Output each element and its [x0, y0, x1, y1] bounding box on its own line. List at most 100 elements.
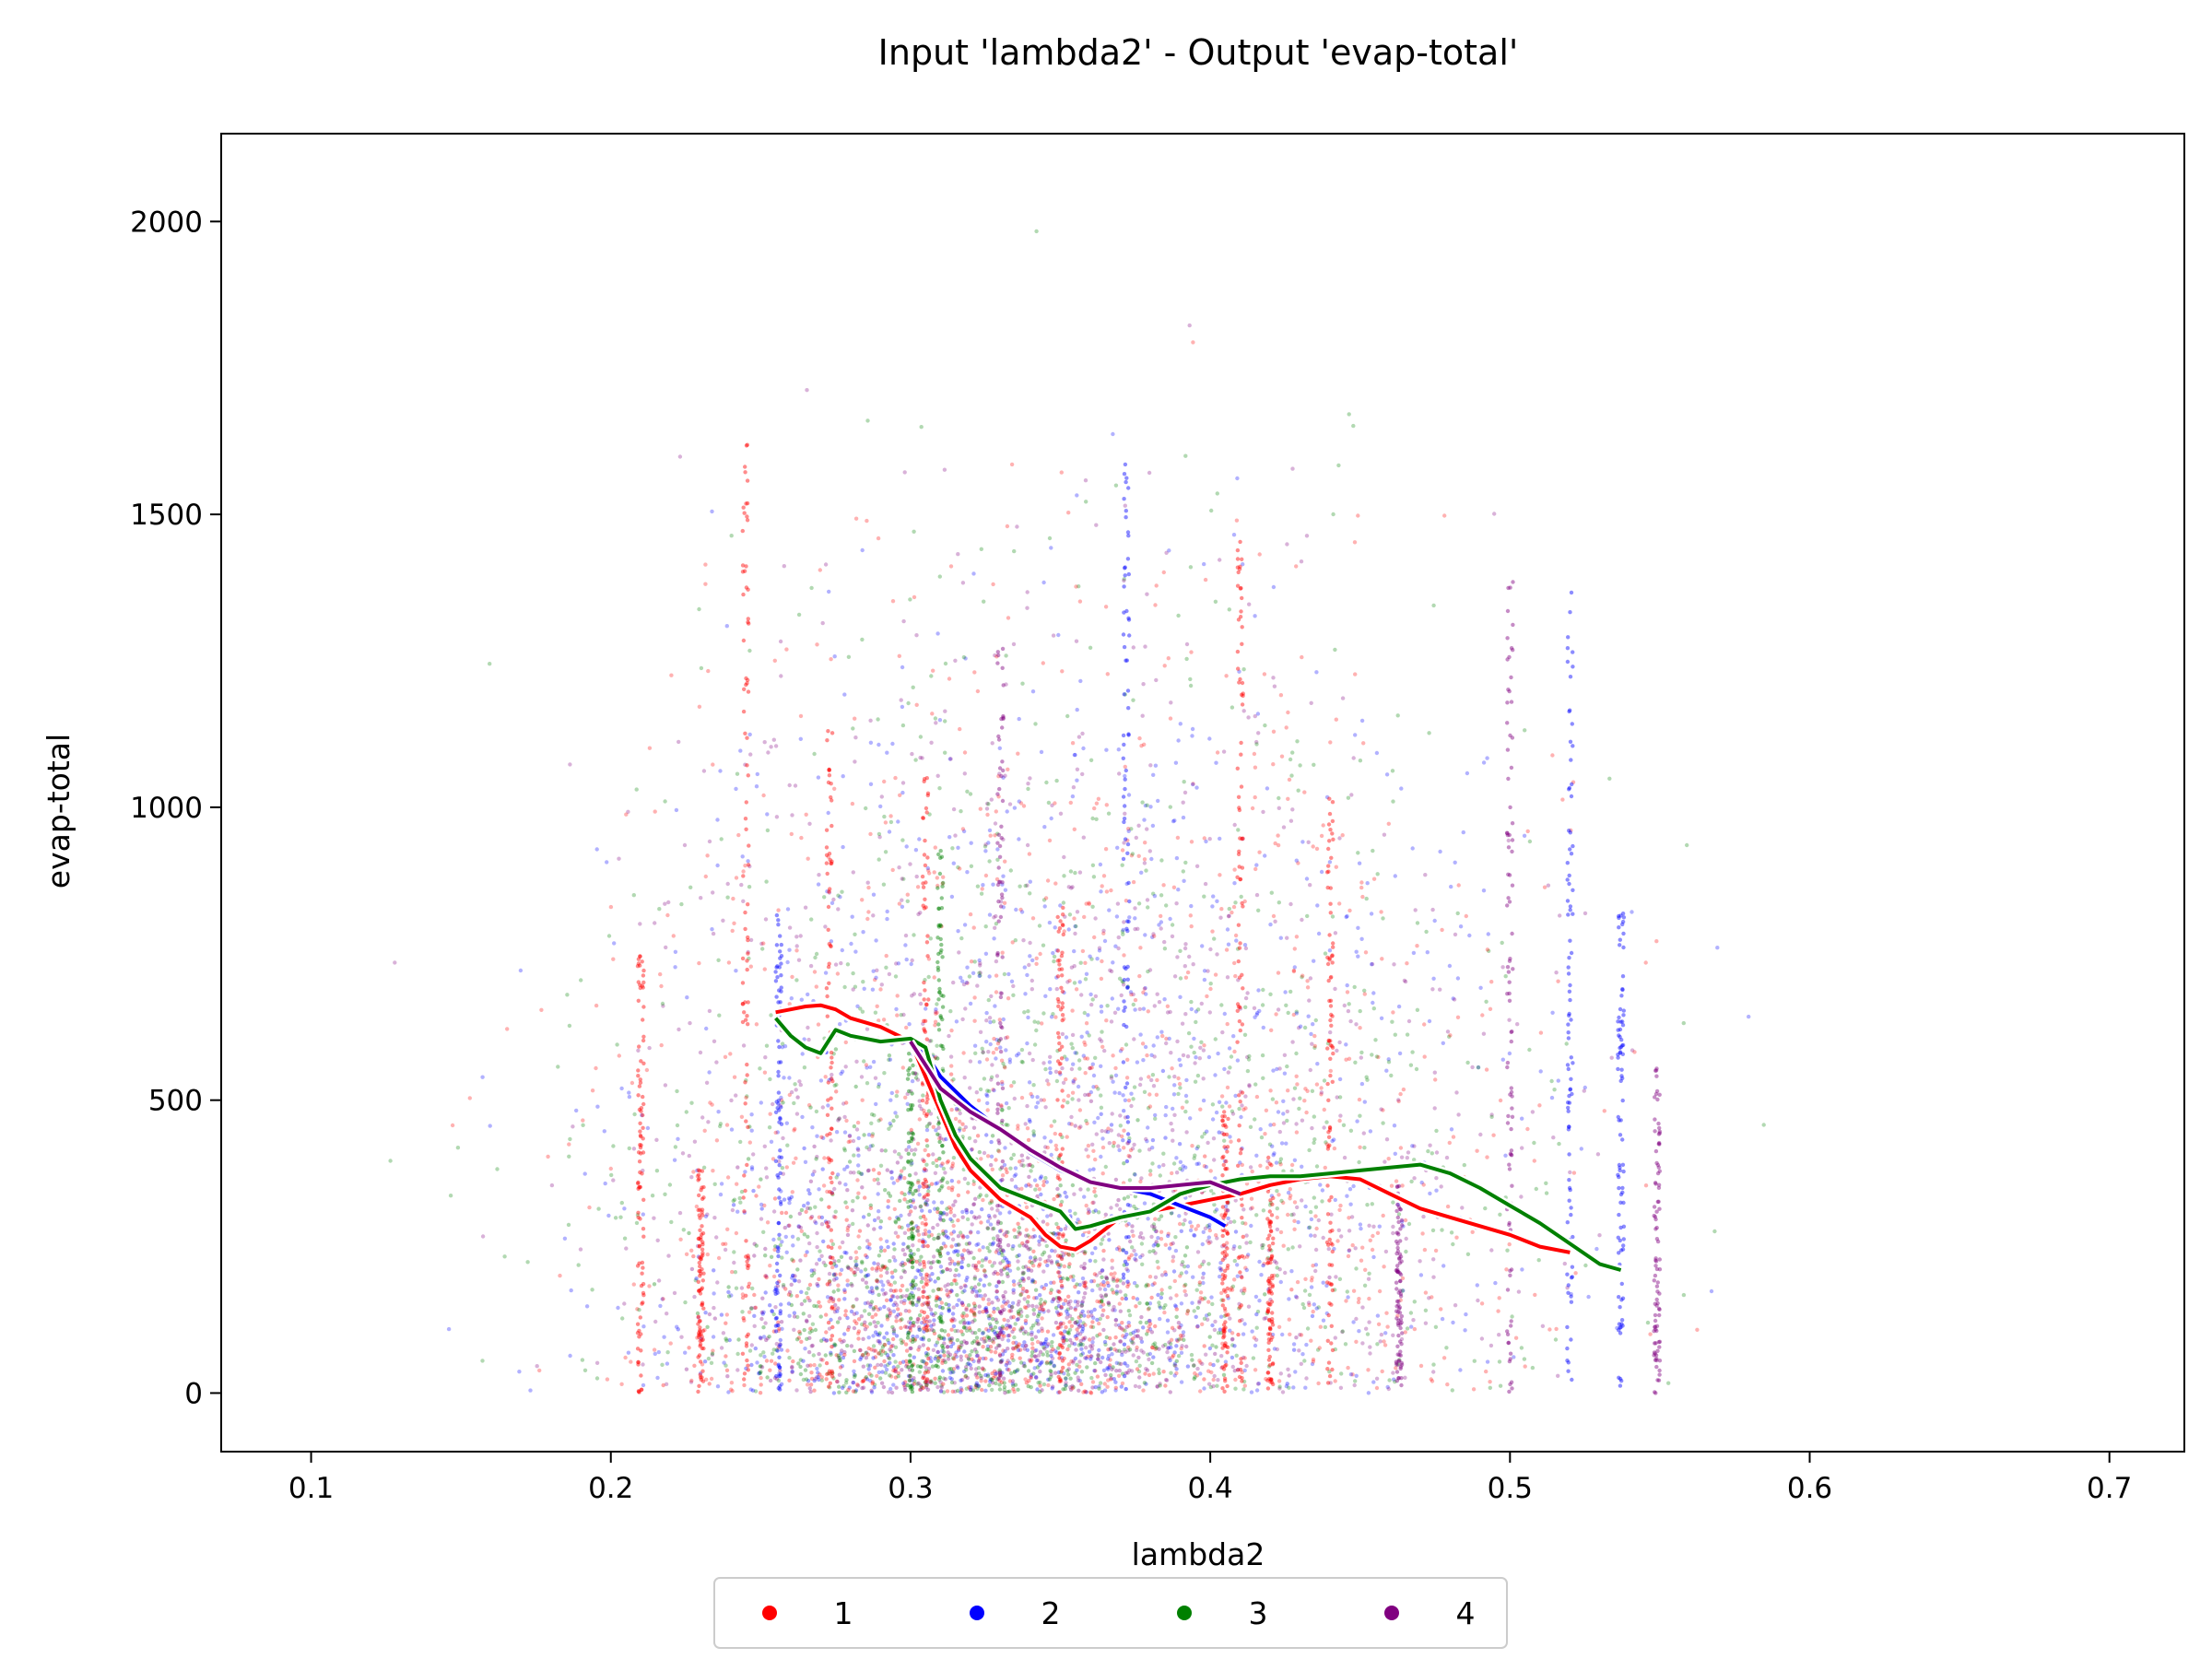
- scatter-point: [859, 1075, 865, 1079]
- scatter-point: [1100, 1237, 1105, 1242]
- scatter-point: [1052, 1119, 1057, 1124]
- scatter-point: [808, 1179, 814, 1184]
- scatter-point: [1275, 1189, 1279, 1194]
- scatter-point: [1084, 1147, 1088, 1152]
- scatter-point: [1110, 996, 1115, 1001]
- scatter-point: [734, 969, 738, 973]
- scatter-point: [846, 1265, 851, 1270]
- scatter-point: [1399, 1155, 1405, 1159]
- scatter-point: [961, 1322, 967, 1326]
- scatter-point: [1130, 1340, 1135, 1345]
- scatter-point: [1105, 1384, 1110, 1389]
- scatter-point: [939, 1163, 944, 1168]
- scatter-point: [978, 806, 983, 811]
- scatter-point: [1090, 1340, 1095, 1345]
- scatter-point: [815, 1244, 819, 1250]
- scatter-point: [1053, 801, 1057, 806]
- scatter-point: [627, 1094, 632, 1100]
- scatter-point: [876, 1181, 881, 1186]
- scatter-point: [1339, 1234, 1344, 1239]
- scatter-point: [1285, 1118, 1289, 1124]
- scatter-point: [1349, 1215, 1355, 1219]
- scatter-point: [1290, 466, 1295, 471]
- scatter-point: [1006, 767, 1010, 771]
- scatter-point: [987, 974, 992, 979]
- scatter-point: [990, 741, 994, 746]
- scatter-point: [953, 658, 958, 663]
- scatter-point: [1265, 1165, 1270, 1171]
- scatter-point: [1379, 1016, 1384, 1021]
- scatter-point: [1237, 1306, 1241, 1311]
- scatter-point: [985, 1100, 990, 1106]
- scatter-point: [1098, 1332, 1102, 1336]
- scatter-point: [924, 1365, 928, 1370]
- scatter-point: [921, 1343, 925, 1347]
- scatter-point: [878, 1219, 884, 1224]
- scatter-point: [826, 1103, 830, 1108]
- scatter-point: [1353, 1060, 1358, 1065]
- scatter-point: [900, 877, 904, 881]
- scatter-point: [808, 1389, 813, 1394]
- scatter-point: [1292, 1086, 1298, 1090]
- scatter-point: [989, 797, 994, 802]
- scatter-point: [1189, 650, 1194, 654]
- scatter-point: [911, 1243, 915, 1248]
- scatter-point: [990, 1387, 994, 1393]
- scatter-point: [697, 960, 701, 966]
- scatter-point: [1218, 915, 1223, 920]
- scatter-point: [934, 1128, 938, 1133]
- scatter-point: [789, 831, 794, 837]
- scatter-point: [862, 1059, 866, 1064]
- scatter-point: [661, 1004, 665, 1008]
- scatter-point: [1159, 858, 1164, 863]
- scatter-point: [1024, 1228, 1030, 1232]
- scatter-point: [1049, 1353, 1053, 1359]
- scatter-point: [804, 812, 808, 817]
- scatter-point: [1554, 1326, 1559, 1332]
- scatter-point: [929, 1039, 934, 1043]
- scatter-point: [1033, 1348, 1038, 1354]
- scatter-point: [921, 1093, 925, 1098]
- scatter-point: [1142, 1089, 1147, 1095]
- scatter-point: [1101, 931, 1106, 935]
- scatter-point: [714, 1060, 719, 1065]
- scatter-point: [1117, 976, 1123, 982]
- scatter-point: [1105, 672, 1111, 677]
- scatter-point: [1019, 1153, 1025, 1158]
- scatter-point: [1152, 1004, 1158, 1008]
- scatter-point: [1240, 1103, 1244, 1108]
- scatter-point: [902, 1230, 908, 1236]
- scatter-point: [1712, 1229, 1717, 1234]
- scatter-point: [712, 1305, 716, 1311]
- scatter-point: [1228, 1288, 1233, 1292]
- scatter-point: [856, 1147, 861, 1153]
- scatter-point: [1296, 788, 1300, 793]
- scatter-point: [1065, 980, 1070, 984]
- scatter-point: [1126, 829, 1131, 833]
- scatter-point: [740, 1292, 746, 1297]
- scatter-point: [689, 1175, 694, 1180]
- scatter-point: [712, 1291, 716, 1296]
- scatter-point: [1215, 1383, 1219, 1388]
- scatter-point: [726, 1390, 731, 1394]
- scatter-point: [853, 1250, 858, 1254]
- scatter-point: [1309, 1217, 1314, 1222]
- scatter-point: [858, 1006, 863, 1011]
- scatter-point: [1133, 926, 1137, 932]
- scatter-point: [851, 1138, 856, 1144]
- scatter-point: [735, 1182, 739, 1186]
- scatter-point: [1045, 1222, 1050, 1227]
- scatter-point: [645, 1125, 651, 1131]
- scatter-point: [751, 1152, 756, 1157]
- scatter-point: [792, 1327, 796, 1333]
- scatter-point: [1018, 1313, 1024, 1319]
- scatter-point: [1594, 1246, 1599, 1252]
- scatter-point: [853, 1084, 858, 1089]
- scatter-point: [1198, 1290, 1204, 1295]
- scatter-point: [1025, 1041, 1030, 1046]
- scatter-point: [1284, 1141, 1288, 1146]
- scatter-point: [1132, 1248, 1136, 1253]
- scatter-point: [1025, 590, 1030, 594]
- scatter-point: [1256, 988, 1261, 993]
- scatter-point: [1317, 1346, 1323, 1350]
